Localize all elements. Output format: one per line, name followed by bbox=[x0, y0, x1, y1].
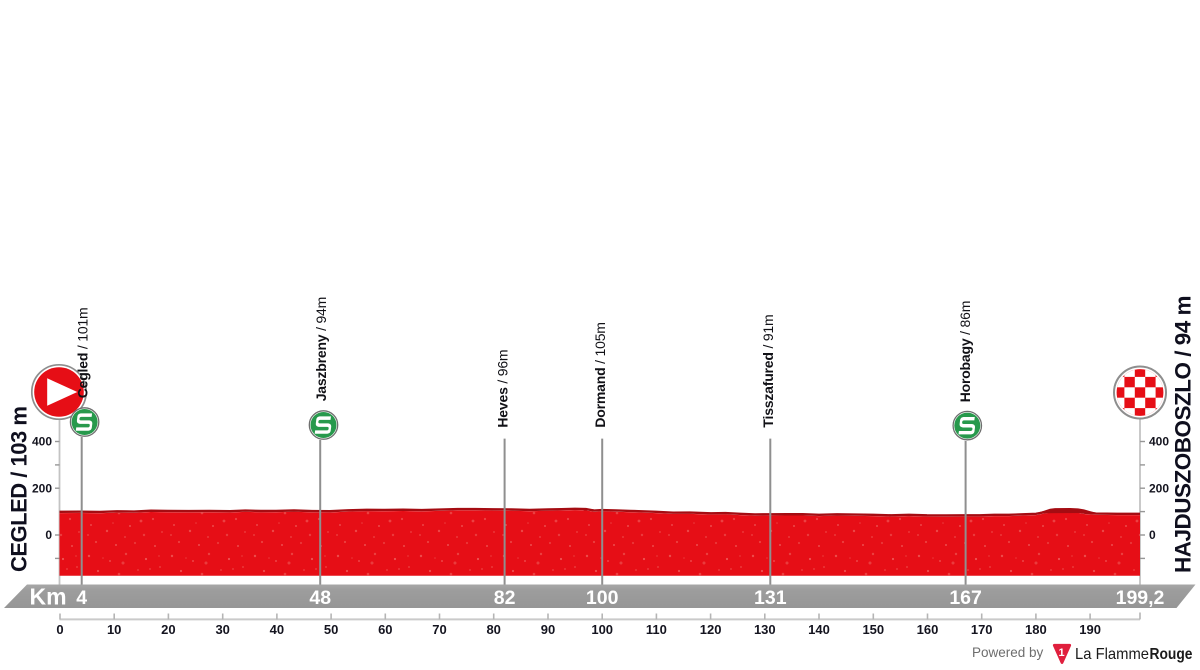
svg-text:180: 180 bbox=[1025, 622, 1047, 637]
svg-text:160: 160 bbox=[917, 622, 939, 637]
svg-text:110: 110 bbox=[646, 622, 667, 637]
svg-text:90: 90 bbox=[541, 622, 555, 637]
svg-text:Rouge: Rouge bbox=[1150, 646, 1193, 663]
svg-text:4: 4 bbox=[76, 587, 87, 609]
svg-text:200: 200 bbox=[1149, 481, 1169, 495]
svg-text:80: 80 bbox=[486, 622, 500, 637]
svg-text:Dormand / 105m: Dormand / 105m bbox=[592, 322, 608, 427]
svg-text:Heves / 96m: Heves / 96m bbox=[494, 350, 510, 428]
svg-text:30: 30 bbox=[215, 622, 229, 637]
svg-text:Jaszbreny / 94m: Jaszbreny / 94m bbox=[313, 297, 329, 401]
svg-text:150: 150 bbox=[862, 622, 884, 637]
svg-text:140: 140 bbox=[808, 622, 830, 637]
svg-text:120: 120 bbox=[700, 622, 722, 637]
svg-text:190: 190 bbox=[1079, 622, 1101, 637]
svg-text:0: 0 bbox=[45, 528, 52, 542]
svg-text:200: 200 bbox=[32, 481, 52, 495]
svg-text:Tisszafured / 91m: Tisszafured / 91m bbox=[760, 315, 776, 428]
svg-text:0: 0 bbox=[56, 622, 63, 637]
svg-text:400: 400 bbox=[1149, 435, 1169, 449]
svg-text:20: 20 bbox=[161, 622, 175, 637]
svg-text:Powered by: Powered by bbox=[972, 645, 1044, 660]
svg-text:La Flamme: La Flamme bbox=[1075, 646, 1149, 663]
svg-text:Cegled / 101m: Cegled / 101m bbox=[74, 308, 90, 399]
svg-text:60: 60 bbox=[378, 622, 392, 637]
svg-text:100: 100 bbox=[586, 587, 619, 609]
svg-text:10: 10 bbox=[107, 622, 121, 637]
svg-text:0: 0 bbox=[1149, 528, 1156, 542]
svg-text:Horobagy / 86m: Horobagy / 86m bbox=[957, 301, 973, 402]
svg-text:70: 70 bbox=[432, 622, 446, 637]
svg-text:CEGLED / 103 m: CEGLED / 103 m bbox=[7, 407, 32, 572]
svg-text:167: 167 bbox=[949, 587, 982, 609]
svg-text:82: 82 bbox=[494, 587, 516, 609]
svg-text:HAJDUSZOBOSZLO / 94 m: HAJDUSZOBOSZLO / 94 m bbox=[1171, 296, 1196, 573]
svg-text:40: 40 bbox=[270, 622, 284, 637]
svg-text:Km: Km bbox=[30, 584, 67, 610]
svg-text:48: 48 bbox=[309, 587, 331, 609]
svg-text:50: 50 bbox=[324, 622, 338, 637]
svg-text:170: 170 bbox=[971, 622, 993, 637]
svg-text:1: 1 bbox=[1058, 647, 1064, 659]
svg-text:130: 130 bbox=[754, 622, 776, 637]
svg-text:131: 131 bbox=[754, 587, 787, 609]
svg-text:199,2: 199,2 bbox=[1116, 587, 1165, 609]
svg-text:400: 400 bbox=[32, 435, 52, 449]
svg-text:100: 100 bbox=[591, 622, 613, 637]
